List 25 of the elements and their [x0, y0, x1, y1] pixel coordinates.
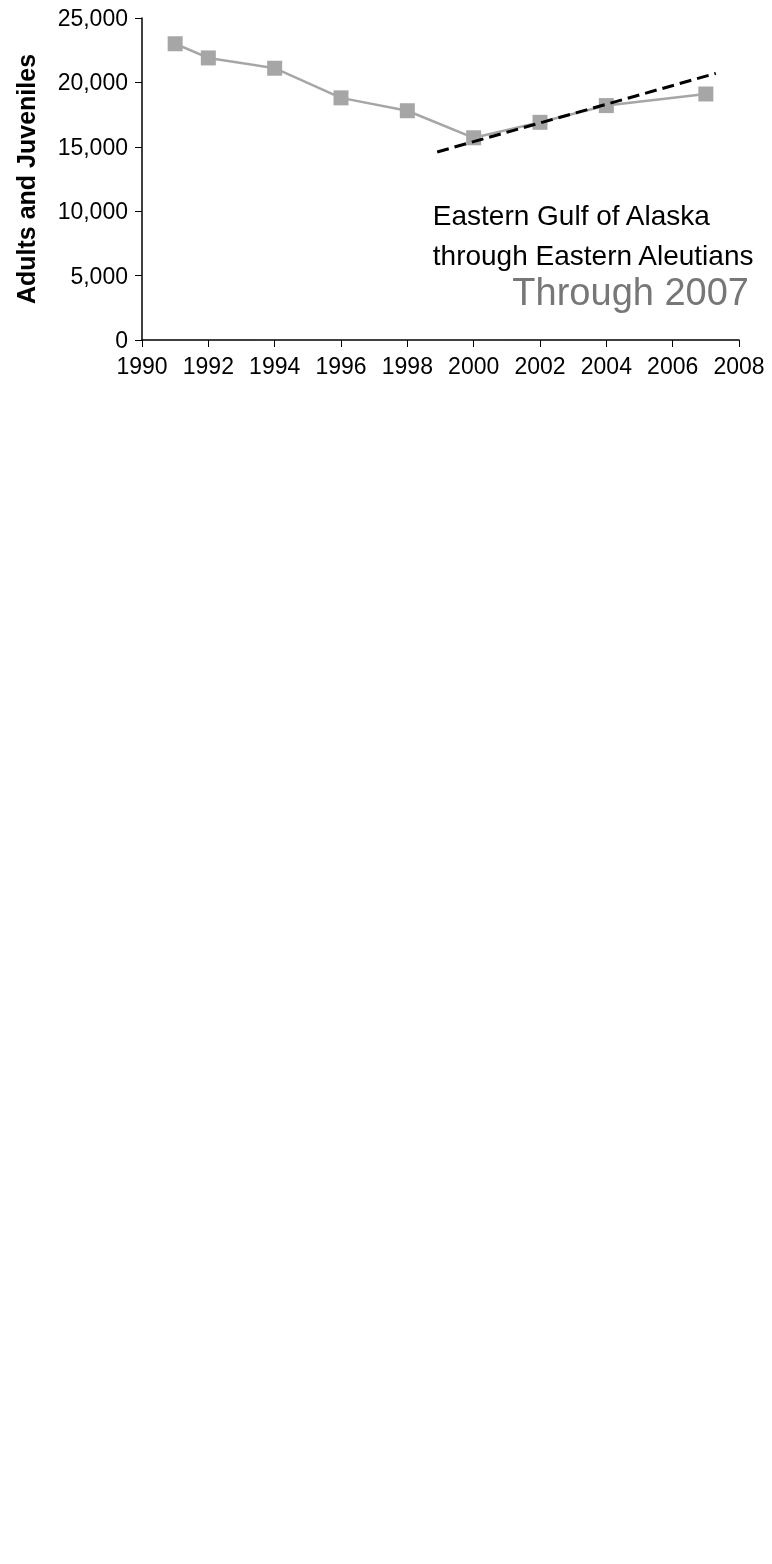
x-tick-label: 1990: [116, 352, 168, 379]
text: Eastern Gulf of Alaska through Eastern Aleutians: [432, 199, 754, 271]
x-tick-label: 2008: [713, 352, 765, 379]
y-tick-label: 25,000: [57, 5, 128, 31]
point: [333, 90, 349, 106]
y-tick-label: 15,000: [57, 133, 128, 160]
x-tick-label: 1992: [182, 352, 234, 379]
point: [267, 60, 283, 76]
point: [399, 103, 415, 119]
y-tick-label: 0: [115, 327, 128, 353]
y-tick-label: 20,000: [57, 69, 128, 96]
y-tick-label: 5,000: [70, 262, 128, 289]
point: [200, 50, 216, 66]
x-tick-label: 1998: [381, 352, 433, 379]
y-axis-title: Adults and Juveniles: [11, 53, 40, 305]
y-tick-label: 10,000: [57, 198, 128, 225]
x-tick-label: 1996: [315, 352, 367, 379]
x-tick-label: 2000: [448, 352, 500, 379]
x-tick-label: 2006: [647, 352, 699, 379]
text: Through 2007: [512, 271, 750, 313]
x-tick-label: 1994: [249, 352, 301, 379]
point: [167, 36, 183, 52]
x-tick-label: 2002: [514, 352, 566, 379]
point: [698, 86, 714, 102]
x-tick-label: 2004: [580, 352, 633, 379]
